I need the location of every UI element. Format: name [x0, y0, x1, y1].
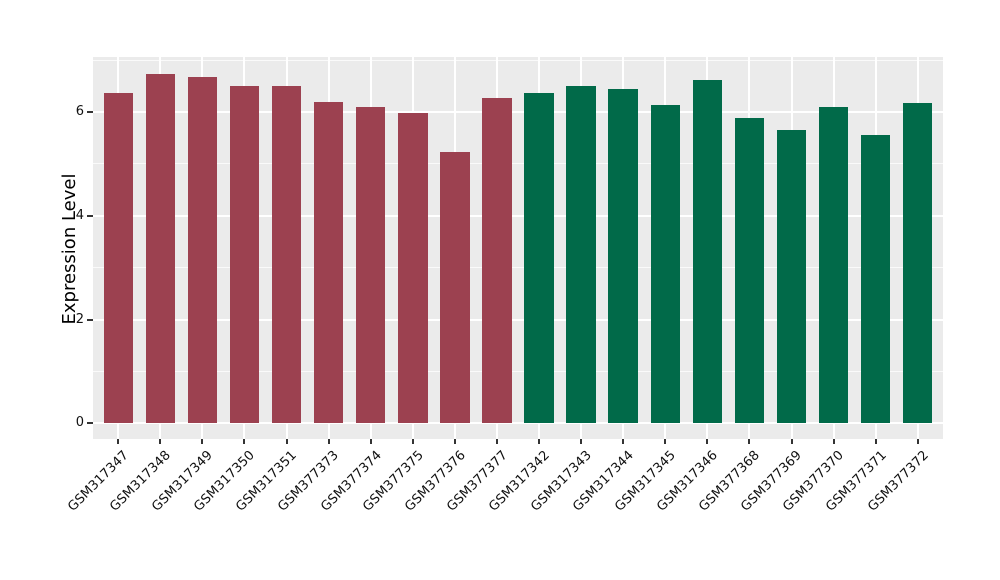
bar-GSM317345: [650, 105, 680, 424]
bar-GSM317344: [608, 88, 638, 424]
x-tick-mark-GSM377374: [369, 439, 372, 444]
y-axis-title: Expression Level: [59, 173, 80, 325]
x-tick-mark-GSM377368: [748, 439, 751, 444]
bar-GSM377373: [313, 101, 344, 424]
bar-GSM317351: [271, 85, 302, 424]
y-tick-mark-0: [87, 422, 93, 425]
x-tick-mark-GSM377370: [832, 439, 835, 444]
bar-GSM377368: [734, 117, 765, 424]
bar-GSM377377: [482, 98, 512, 424]
x-tick-mark-GSM317344: [622, 439, 625, 444]
gridline-minor-y5: [93, 163, 943, 165]
y-tick-label-2: 2: [75, 311, 84, 327]
bar-GSM377371: [860, 134, 891, 424]
x-tick-mark-GSM317343: [580, 439, 583, 444]
y-tick-mark-2: [87, 318, 93, 321]
x-tick-mark-GSM317347: [117, 439, 120, 444]
x-tick-mark-GSM317351: [285, 439, 288, 444]
x-tick-mark-GSM317342: [538, 439, 541, 444]
x-tick-mark-GSM377375: [411, 439, 414, 444]
x-tick-mark-GSM377371: [874, 439, 877, 444]
bar-GSM317347: [103, 93, 133, 424]
y-tick-label-4: 4: [75, 207, 84, 223]
bar-GSM377375: [398, 113, 428, 424]
gridline-minor-y7: [93, 59, 943, 61]
x-tick-mark-GSM317345: [664, 439, 667, 444]
bar-GSM317348: [145, 74, 176, 424]
bar-GSM317346: [692, 79, 723, 424]
x-tick-mark-GSM377372: [916, 439, 919, 444]
x-tick-mark-GSM377373: [327, 439, 330, 444]
bar-GSM377369: [776, 130, 807, 424]
y-tick-mark-4: [87, 214, 93, 217]
gridline-major-y4: [93, 214, 943, 217]
x-tick-mark-GSM317350: [243, 439, 246, 444]
bar-GSM377370: [818, 106, 849, 424]
y-tick-label-6: 6: [75, 103, 84, 119]
bar-GSM317350: [229, 86, 260, 424]
plot-panel: [93, 57, 943, 439]
x-tick-mark-GSM377369: [790, 439, 793, 444]
bar-GSM377372: [903, 102, 933, 424]
y-tick-label-0: 0: [75, 415, 84, 431]
gridline-major-y2: [93, 318, 943, 321]
gridline-major-y0: [93, 422, 943, 425]
bar-GSM317343: [566, 86, 596, 424]
x-tick-mark-GSM377377: [495, 439, 498, 444]
bar-GSM317342: [524, 93, 554, 424]
y-tick-mark-6: [87, 110, 93, 113]
gridline-minor-y1: [93, 370, 943, 372]
x-tick-mark-GSM317348: [159, 439, 162, 444]
gridline-major-y6: [93, 110, 943, 113]
bar-GSM317349: [187, 76, 218, 424]
x-tick-mark-GSM317346: [706, 439, 709, 444]
bar-GSM377376: [440, 151, 470, 424]
gridline-minor-y3: [93, 267, 943, 269]
x-tick-mark-GSM377376: [453, 439, 456, 444]
x-tick-mark-GSM317349: [201, 439, 204, 444]
bar-GSM377374: [355, 106, 386, 424]
